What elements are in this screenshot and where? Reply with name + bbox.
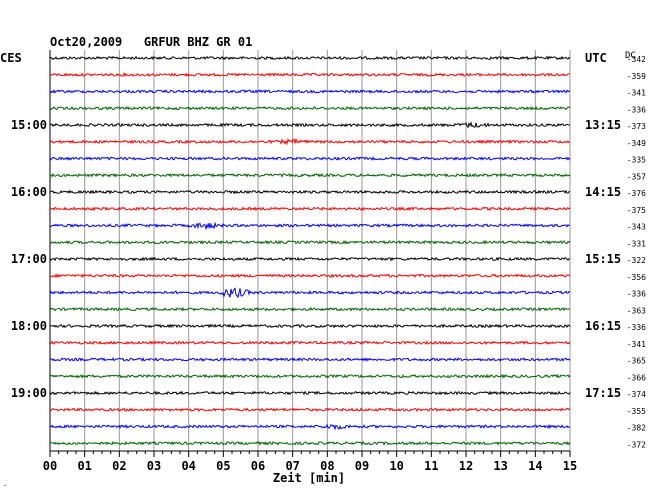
x-tick-label: 15 [563, 459, 577, 473]
dc-offset-label: -341 [627, 340, 646, 349]
x-tick-label: 05 [216, 459, 230, 473]
x-tick-label: 03 [147, 459, 161, 473]
seismic-trace-14 [49, 273, 571, 279]
utc-time-label: 14:15 [585, 185, 621, 199]
seismic-trace-4 [49, 105, 571, 111]
x-tick-label: 13 [493, 459, 507, 473]
chart-title: Oct20,2009 GRFUR BHZ GR 01 [50, 35, 252, 49]
utc-time-label: 13:15 [585, 118, 621, 132]
utc-time-label: 15:15 [585, 252, 621, 266]
seismic-trace-16 [49, 306, 571, 312]
dc-offset-label: -322 [627, 256, 646, 265]
seismic-trace-24 [49, 440, 571, 446]
left-axis-label: CES [0, 51, 22, 65]
seismic-trace-10 [49, 206, 571, 212]
x-tick-label: 12 [459, 459, 473, 473]
dc-offset-label: -372 [627, 440, 646, 449]
local-time-label: 19:00 [11, 386, 47, 400]
dc-offset-label: -331 [627, 239, 646, 248]
dc-offset-label: -359 [627, 72, 646, 81]
seismic-trace-15 [49, 287, 571, 299]
seismic-trace-17 [49, 323, 571, 329]
seismic-trace-19 [49, 356, 571, 363]
grid [49, 50, 571, 452]
x-tick-label: 10 [389, 459, 403, 473]
local-time-label: 18:00 [11, 319, 47, 333]
x-tick-label: 04 [181, 459, 195, 473]
dc-offset-label: -335 [627, 156, 646, 165]
dc-offset-label: -365 [627, 357, 646, 366]
traces [49, 55, 571, 446]
local-time-label: 17:00 [11, 252, 47, 266]
dc-offset-label: -374 [627, 390, 646, 399]
seismic-trace-11 [49, 221, 571, 231]
seismic-trace-9 [49, 189, 571, 195]
dc-offset-label: -341 [627, 89, 646, 98]
dc-offset-label: -376 [627, 189, 646, 198]
x-tick-label: 00 [43, 459, 57, 473]
dc-offset-label: -336 [627, 290, 646, 299]
dc-offset-label: -355 [627, 407, 646, 416]
dc-offset-label: -336 [627, 105, 646, 114]
x-tick-label: 02 [112, 459, 126, 473]
corner-mark: · [3, 482, 7, 490]
dc-offset-label: -342 [627, 55, 646, 64]
x-tick-label: 14 [528, 459, 542, 473]
x-tick-label: 09 [355, 459, 369, 473]
x-axis: 00 01 02 03 04 05 06 07 08 09 10 11 12 13 14 15 [43, 450, 577, 473]
seismic-trace-1 [49, 55, 571, 61]
seismic-trace-7 [49, 156, 571, 161]
dc-offset-label: -373 [627, 122, 646, 131]
dc-offset-label: -343 [627, 223, 646, 232]
seismic-trace-12 [49, 239, 571, 245]
time-labels: -342 -359 -341 -336 -373 -349 -335 -357 -376 -375… [11, 51, 646, 449]
seismic-trace-23 [49, 423, 571, 431]
dc-offset-label: -349 [627, 139, 646, 148]
dc-offset-label: -366 [627, 373, 646, 382]
seismic-trace-13 [49, 256, 571, 262]
utc-time-label: 16:15 [585, 319, 621, 333]
utc-time-label: UTC [585, 51, 607, 65]
seismic-trace-3 [49, 89, 571, 94]
x-axis-label: Zeit [min] [273, 471, 345, 485]
x-tick-label: 07 [285, 459, 299, 473]
dc-offset-label: -375 [627, 206, 646, 215]
x-tick-label: 01 [77, 459, 91, 473]
seismic-trace-21 [49, 390, 571, 396]
seismic-trace-2 [49, 72, 571, 78]
seismic-trace-20 [49, 373, 571, 379]
local-time-label: 16:00 [11, 185, 47, 199]
x-tick-label: 06 [251, 459, 265, 473]
seismic-trace-18 [49, 340, 571, 346]
x-tick-label: 08 [320, 459, 334, 473]
dc-offset-label: -357 [627, 172, 646, 181]
seismic-trace-5 [49, 121, 571, 129]
dc-offset-label: -382 [627, 424, 646, 433]
x-tick-label: 11 [424, 459, 438, 473]
dc-offset-label: -336 [627, 323, 646, 332]
dc-label: DC [625, 51, 636, 61]
local-time-label: 15:00 [11, 118, 47, 132]
seismic-trace-6 [49, 137, 571, 146]
seismic-trace-8 [49, 172, 571, 178]
dc-offset-label: -363 [627, 306, 646, 315]
dc-offset-label: -356 [627, 273, 646, 282]
utc-time-label: 17:15 [585, 386, 621, 400]
seismic-trace-22 [49, 407, 571, 413]
